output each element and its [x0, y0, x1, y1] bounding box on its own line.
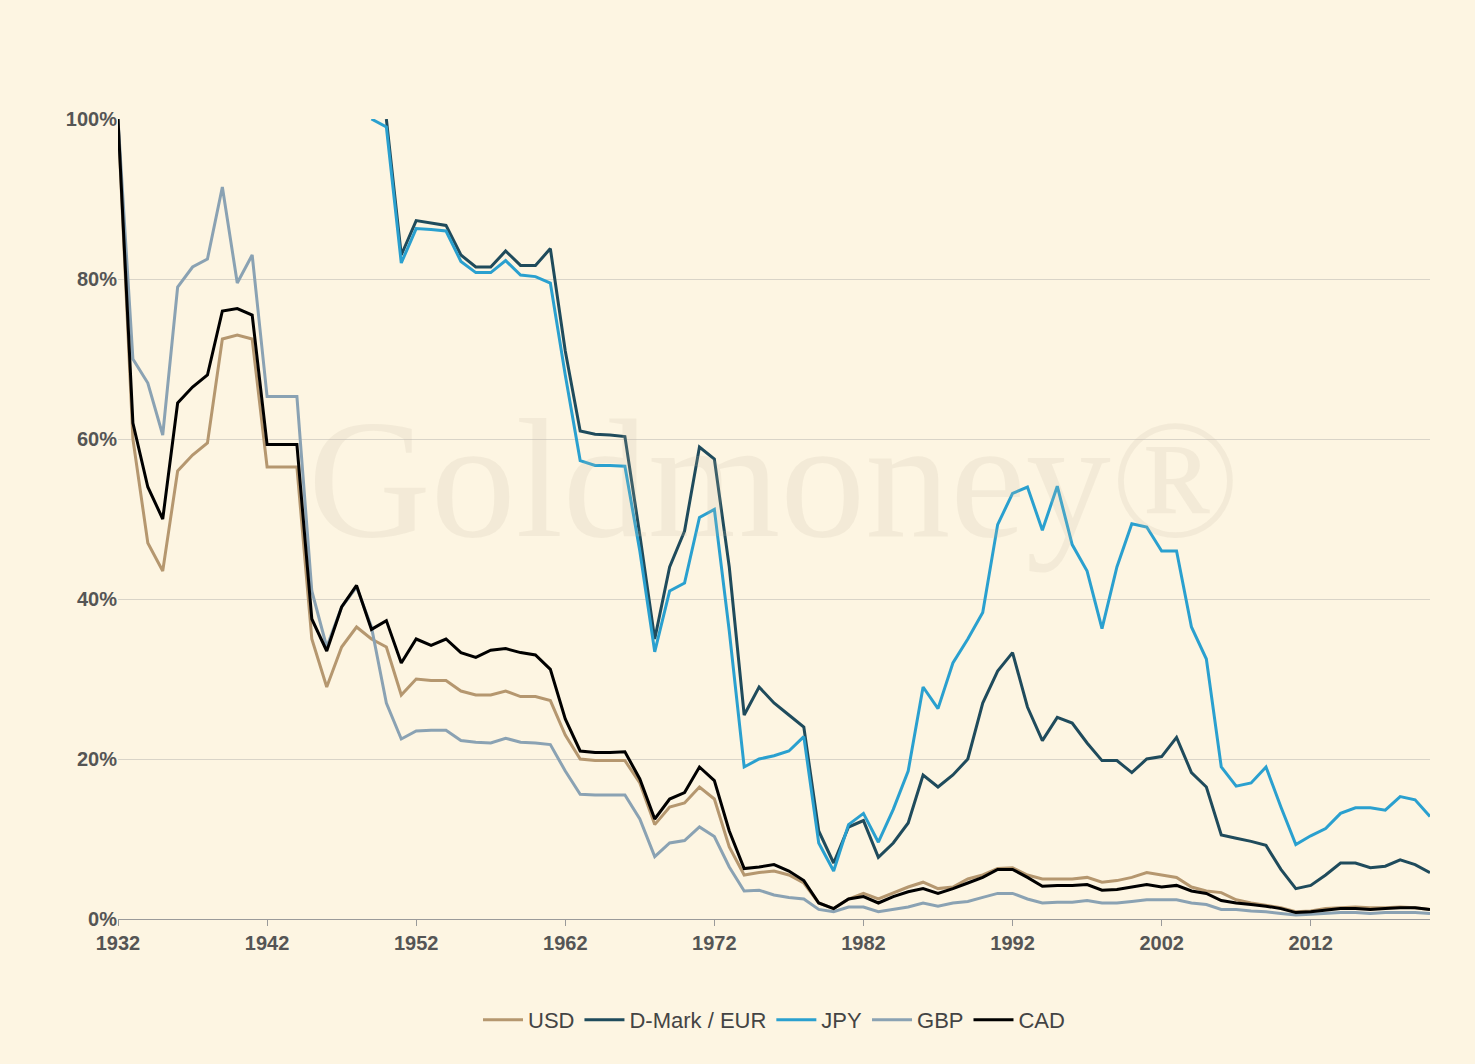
- svg-text:1932: 1932: [96, 932, 141, 954]
- svg-text:Goldmoney®: Goldmoney®: [308, 385, 1240, 573]
- svg-text:0%: 0%: [88, 908, 117, 930]
- svg-text:60%: 60%: [77, 428, 117, 450]
- svg-text:1962: 1962: [543, 932, 588, 954]
- svg-text:40%: 40%: [77, 588, 117, 610]
- svg-text:1972: 1972: [692, 932, 737, 954]
- svg-text:2012: 2012: [1288, 932, 1333, 954]
- svg-text:1982: 1982: [841, 932, 886, 954]
- svg-text:1992: 1992: [990, 932, 1035, 954]
- svg-text:1942: 1942: [245, 932, 290, 954]
- svg-text:USD: USD: [528, 1008, 574, 1033]
- svg-text:100%: 100%: [66, 108, 117, 130]
- svg-text:GBP: GBP: [917, 1008, 963, 1033]
- svg-text:80%: 80%: [77, 268, 117, 290]
- svg-text:CAD: CAD: [1018, 1008, 1064, 1033]
- svg-text:JPY: JPY: [821, 1008, 862, 1033]
- svg-text:1952: 1952: [394, 932, 439, 954]
- svg-text:D-Mark / EUR: D-Mark / EUR: [629, 1008, 766, 1033]
- svg-text:2002: 2002: [1139, 932, 1184, 954]
- svg-text:20%: 20%: [77, 748, 117, 770]
